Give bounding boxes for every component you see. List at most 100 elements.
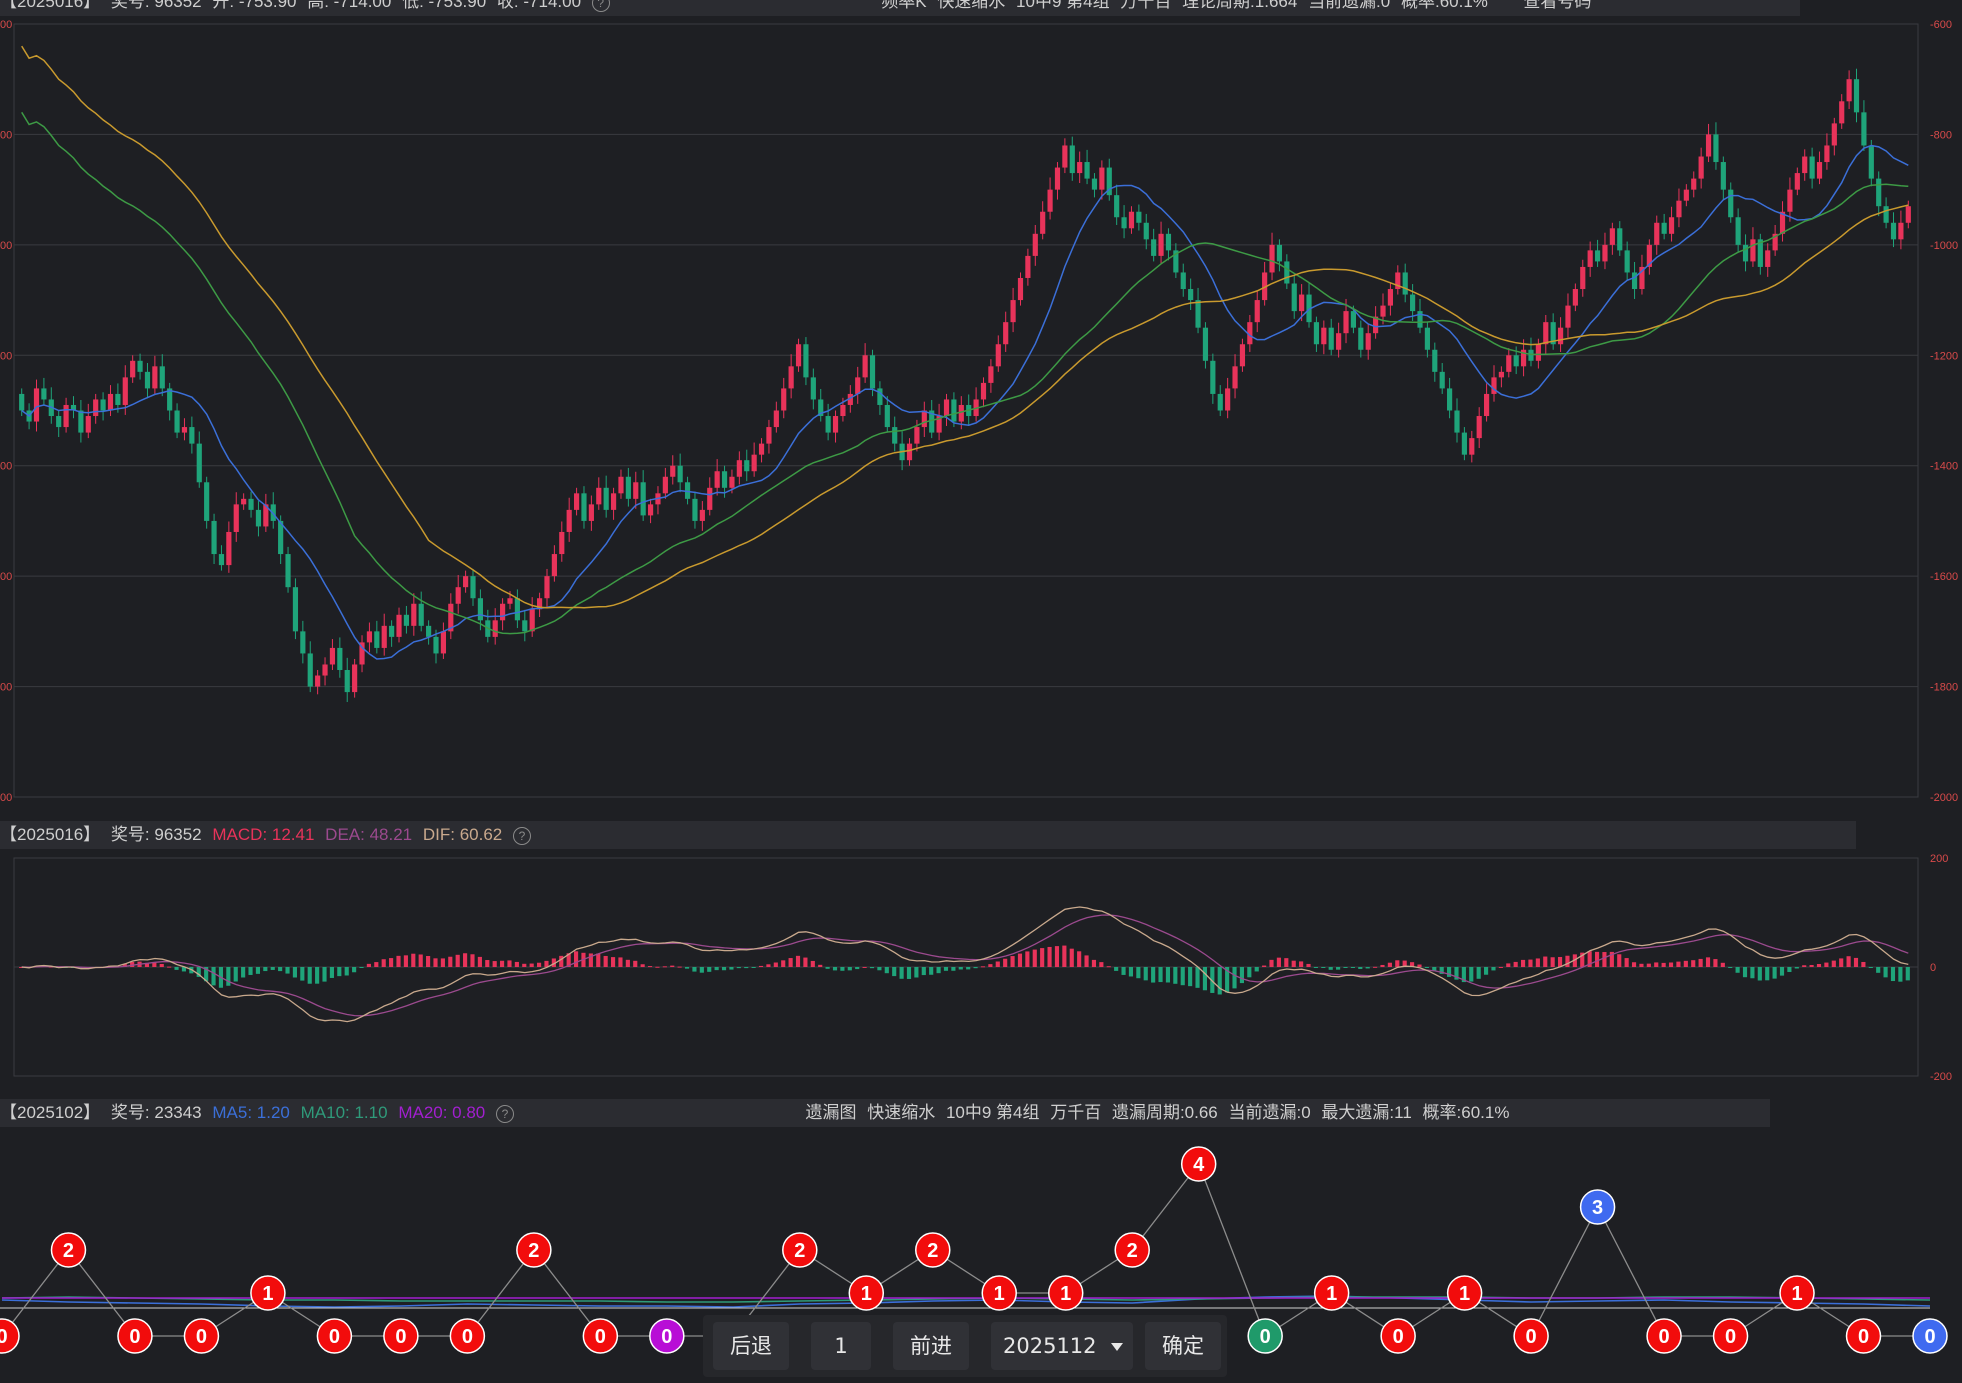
help-icon[interactable]: ? bbox=[591, 0, 610, 12]
candle-body bbox=[100, 399, 106, 411]
macd-bar bbox=[122, 963, 127, 967]
candle-body bbox=[1225, 388, 1231, 411]
y-tick-label: -1600 bbox=[1930, 571, 1958, 583]
candle-body bbox=[1173, 250, 1179, 273]
help-icon[interactable]: ? bbox=[496, 1104, 514, 1123]
macd-bar bbox=[337, 967, 342, 977]
candle-body bbox=[847, 393, 853, 405]
candle-body bbox=[1713, 134, 1719, 163]
candle-body bbox=[389, 625, 395, 637]
macd-bar bbox=[1395, 960, 1400, 967]
candle-body bbox=[1861, 112, 1867, 146]
miss-node: 2 bbox=[782, 1232, 818, 1268]
candle-body bbox=[19, 393, 25, 411]
macd-bar bbox=[315, 967, 320, 984]
miss-node: 1 bbox=[250, 1275, 286, 1311]
macd-bar bbox=[869, 967, 875, 969]
macd-bar bbox=[1025, 951, 1030, 967]
candle-body bbox=[1831, 123, 1837, 146]
y-tick-label: -1200 bbox=[1930, 350, 1958, 362]
candle-body bbox=[1890, 222, 1897, 240]
macd-bar bbox=[1868, 967, 1873, 968]
candle-body bbox=[1624, 250, 1630, 273]
candle-body bbox=[618, 476, 624, 494]
macd-bar bbox=[1772, 967, 1777, 979]
candle-body bbox=[707, 487, 713, 510]
macd-bar bbox=[1461, 967, 1466, 983]
kline-header: 【2025016】 奖号: 96352 开: -753.90 高: -714.0… bbox=[0, 0, 1800, 16]
macd-bar bbox=[825, 967, 830, 969]
macd-bar bbox=[1491, 967, 1496, 971]
candle-body bbox=[1054, 167, 1061, 190]
macd-bar bbox=[588, 953, 593, 967]
candle-body bbox=[1447, 388, 1453, 411]
candle-body bbox=[366, 631, 373, 643]
miss-node-label: 0 bbox=[329, 1326, 340, 1348]
period-select[interactable]: 2025112 bbox=[991, 1322, 1133, 1370]
miss-node: 1 bbox=[981, 1275, 1017, 1311]
macd-bar bbox=[1742, 967, 1748, 978]
macd-bar bbox=[1802, 965, 1807, 967]
view-numbers-button[interactable]: 查看号码 bbox=[1523, 0, 1592, 11]
macd-bar bbox=[1188, 967, 1193, 987]
miss-node-circle bbox=[981, 1275, 1017, 1311]
candle-body bbox=[204, 482, 210, 521]
candle-body bbox=[729, 476, 735, 488]
macd-tick-label: 0 bbox=[1930, 962, 1936, 974]
candle-body bbox=[1165, 233, 1172, 251]
miss-node-circle bbox=[117, 1318, 153, 1354]
candle-body bbox=[1676, 200, 1682, 218]
candle-body bbox=[640, 482, 646, 516]
y-tick-label: -1800 bbox=[1930, 682, 1958, 694]
macd-bar bbox=[507, 960, 512, 967]
macd-bar bbox=[1114, 967, 1119, 971]
macd-bar bbox=[500, 960, 505, 967]
forward-button[interactable]: 前进 bbox=[893, 1322, 969, 1370]
step-input[interactable]: 1 bbox=[811, 1322, 871, 1370]
macd-bar bbox=[1898, 967, 1903, 982]
macd-bar bbox=[781, 960, 786, 967]
candle-body bbox=[795, 344, 802, 367]
macd-bar bbox=[758, 965, 764, 967]
macd-bar bbox=[1498, 966, 1503, 968]
candle-body bbox=[1757, 239, 1763, 267]
candle-body bbox=[85, 416, 91, 433]
candle-body bbox=[1661, 222, 1667, 234]
candle-body bbox=[56, 416, 62, 428]
macd-bar bbox=[1668, 962, 1674, 967]
macd-bar bbox=[766, 964, 771, 967]
candle-body bbox=[633, 482, 639, 499]
candle-body bbox=[1091, 178, 1098, 190]
candle-body bbox=[936, 416, 942, 433]
miss-node-circle bbox=[383, 1318, 419, 1354]
candle-body bbox=[500, 603, 506, 621]
candle-body bbox=[1306, 294, 1312, 323]
macd-bar bbox=[196, 967, 201, 977]
macd-bar bbox=[167, 966, 172, 968]
help-icon[interactable]: ? bbox=[512, 826, 531, 845]
macd-bar bbox=[988, 964, 993, 967]
candle-body bbox=[337, 647, 343, 671]
macd-bar bbox=[647, 966, 653, 968]
candle-body bbox=[877, 388, 883, 405]
candle-body bbox=[1040, 211, 1046, 234]
candle-body bbox=[1180, 272, 1186, 290]
macd-bar bbox=[270, 967, 275, 970]
candle-body bbox=[1735, 217, 1741, 245]
miss-node-label: 0 bbox=[1924, 1326, 1935, 1348]
macd-bar bbox=[1617, 954, 1622, 967]
macd-bar bbox=[773, 962, 778, 967]
kline-theory: 理论周期:1.664 bbox=[1182, 0, 1298, 11]
candle-body bbox=[699, 509, 705, 521]
miss-node-circle bbox=[1180, 1146, 1217, 1182]
candle-body bbox=[33, 388, 40, 422]
macd-bar bbox=[440, 958, 445, 967]
candle-body bbox=[344, 670, 350, 693]
candle-body bbox=[1461, 432, 1467, 455]
macd-bar bbox=[455, 954, 460, 967]
miss-node-label: 1 bbox=[1459, 1283, 1470, 1305]
back-button[interactable]: 后退 bbox=[713, 1322, 789, 1370]
candle-body bbox=[1646, 244, 1652, 267]
confirm-button[interactable]: 确定 bbox=[1145, 1322, 1221, 1370]
miss-node-circle bbox=[1579, 1189, 1616, 1225]
